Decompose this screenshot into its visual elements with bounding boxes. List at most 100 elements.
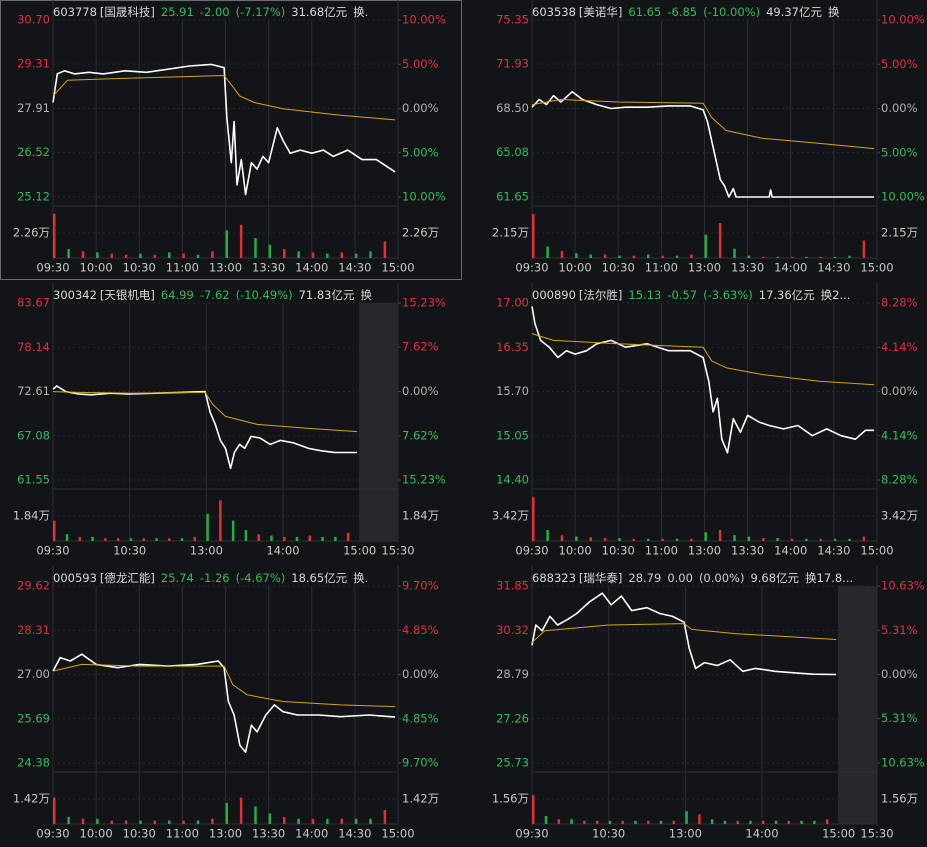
x-tick-label: 14:30 (817, 261, 850, 275)
volume-bar (747, 536, 751, 541)
y2-tick-label: 9.70% (402, 756, 439, 770)
quote-code: 603778 (53, 5, 97, 19)
volume-bar (685, 811, 688, 824)
x-tick-label: 10:00 (80, 827, 113, 841)
volume-bar (583, 820, 586, 824)
volume-bar (53, 520, 56, 541)
quote-header: 000890 [法尔胜] 15.13 -0.57 (-3.63%) 17.36亿元 换2..… (532, 288, 850, 302)
volume-bar (672, 820, 676, 824)
y2-tick-label: 5.00% (402, 145, 439, 159)
volume-bar (690, 538, 693, 541)
x-tick-label: 15:00 (343, 544, 376, 558)
volume-bar (736, 820, 739, 824)
volume-bar (848, 538, 851, 541)
x-tick-label: 10:00 (80, 261, 113, 275)
volume-bar (153, 820, 157, 824)
quote-price: 64.99 (161, 288, 194, 302)
volume-bar (168, 538, 171, 541)
volume-bar (67, 249, 70, 258)
volume-bar (142, 538, 145, 541)
quote-turnover: 换. (353, 571, 368, 585)
volume-tick-label: 1.84万 (402, 509, 439, 523)
volume-bar (532, 497, 535, 541)
x-tick-label: 09:30 (36, 261, 69, 275)
volume-bar (239, 797, 243, 824)
volume-bar (211, 818, 214, 824)
volume-bar (819, 256, 822, 258)
volume-bar (634, 820, 637, 824)
stock-panel[interactable]: 300342 [天银机电] 64.99 -7.62 (-10.49%) 71.83亿元 换 8… (13, 283, 446, 558)
x-tick-label: 10:30 (592, 827, 625, 841)
quote-turnover: 换. (353, 5, 368, 19)
volume-tick-label: 1.42万 (402, 792, 439, 806)
volume-bar (383, 241, 387, 258)
y2-tick-label: 5.00% (881, 57, 918, 71)
volume-bar (268, 244, 272, 258)
volume-bar (532, 213, 535, 258)
quote-change-pct: (-4.67%) (236, 571, 286, 585)
price-line (52, 63, 396, 196)
y2-tick-label: 10.63% (881, 579, 925, 593)
y-tick-label: 15.05 (496, 428, 529, 442)
stock-panel[interactable]: 603538 [美诺华] 61.65 -6.85 (-10.00%) 49.37亿元 换 75… (492, 0, 925, 275)
volume-bar (354, 253, 358, 258)
volume-bar (369, 818, 372, 824)
y2-tick-label: 8.28% (881, 473, 918, 487)
quote-cap: 49.37亿元 (766, 5, 822, 19)
quote-code: 300342 (53, 288, 97, 302)
volume-bar (762, 256, 765, 258)
stock-panel[interactable]: 603778 [国晟科技] 25.91 -2.00 (-7.17%) 31.68亿元 换. 3… (0, 0, 462, 280)
x-tick-label: 13:00 (190, 544, 223, 558)
x-tick-label: 14:00 (774, 261, 807, 275)
quote-turnover: 换 (828, 5, 840, 19)
volume-bar (575, 253, 578, 258)
volume-bar (632, 255, 636, 258)
x-tick-label: 15:00 (381, 261, 414, 275)
volume-bar (805, 538, 808, 541)
volume-tick-label: 3.42万 (881, 509, 918, 523)
volume-bar (557, 819, 561, 824)
x-tick-label: 14:00 (266, 544, 299, 558)
y-tick-label: 14.40 (496, 473, 529, 487)
average-line (531, 99, 875, 150)
volume-bar (862, 240, 866, 258)
volume-bar (819, 538, 822, 541)
y2-tick-label: 5.00% (881, 145, 918, 159)
x-tick-label: 14:00 (774, 544, 807, 558)
y-tick-label: 61.65 (496, 190, 529, 204)
quote-cap: 31.68亿元 (291, 5, 347, 19)
volume-bar (595, 820, 599, 824)
volume-bar (825, 819, 829, 824)
volume-tick-label: 2.26万 (13, 226, 50, 240)
volume-bar (182, 820, 185, 824)
y2-tick-label: 10.00% (402, 190, 446, 204)
price-line (531, 90, 875, 198)
y2-tick-label: 0.00% (881, 384, 918, 398)
volume-bar (219, 500, 222, 541)
stock-panel[interactable]: 688323 [瑞华泰] 28.79 0.00 (0.00%) 9.68亿元 换17.8..… (492, 566, 925, 841)
quote-cap: 18.65亿元 (291, 571, 347, 585)
quote-name: [法尔胜] (579, 288, 622, 302)
volume-bar (647, 538, 650, 541)
volume-bar (254, 238, 257, 258)
y-tick-label: 75.35 (496, 13, 529, 27)
volume-bar (65, 534, 69, 541)
quote-change-pct: (-3.63%) (703, 288, 753, 302)
x-tick-label: 14:00 (295, 261, 328, 275)
y2-tick-label: 10.00% (402, 13, 446, 27)
stock-panel[interactable]: 000890 [法尔胜] 15.13 -0.57 (-3.63%) 17.36亿元 换2..… (492, 283, 918, 558)
y-tick-label: 65.08 (496, 145, 529, 159)
x-tick-label: 14:30 (817, 544, 850, 558)
stock-panel[interactable]: 000593 [德龙汇能] 25.74 -1.26 (-4.67%) 18.65亿元 换. 2… (13, 566, 439, 841)
volume-bar (762, 538, 765, 541)
volume-bar (81, 251, 85, 258)
volume-bar (283, 249, 286, 258)
quote-code: 688323 (532, 571, 576, 585)
quote-change-pct: (0.00%) (699, 571, 745, 585)
volume-bar (326, 253, 329, 258)
volume-bar (124, 820, 128, 824)
quote-code: 000593 (53, 571, 97, 585)
y-tick-label: 25.12 (17, 190, 50, 204)
volume-bar (308, 535, 312, 541)
